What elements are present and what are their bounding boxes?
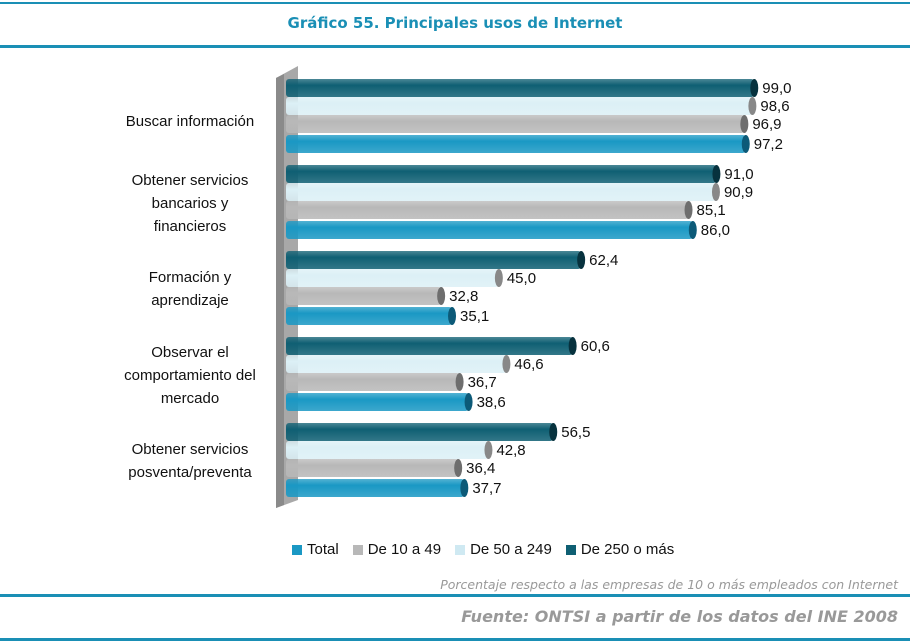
bar-cap [549, 423, 558, 441]
legend-swatch [292, 544, 302, 555]
bar-cap [448, 307, 457, 325]
legend-item: De 50 a 249 [455, 541, 552, 558]
bar-de-250-o-más [286, 423, 554, 441]
data-label: 32,8 [449, 288, 478, 305]
category-label: Obtener servicios posventa/preventa [110, 438, 270, 484]
bar-de-250-o-más [286, 79, 755, 97]
legend-item: Total [292, 541, 339, 558]
legend-label: De 50 a 249 [470, 541, 552, 558]
data-label: 86,0 [701, 222, 730, 239]
note-rule [0, 594, 910, 597]
data-label: 60,6 [581, 338, 610, 355]
bar-cap [741, 135, 750, 153]
bar-de-50-a-249 [286, 269, 499, 287]
bar-cap [454, 459, 463, 477]
bar-total [286, 393, 469, 411]
bar-cap [688, 221, 697, 239]
data-label: 96,9 [752, 116, 781, 133]
axis-wall-edge [276, 74, 284, 508]
bar-de-250-o-más [286, 251, 582, 269]
bar-cap [740, 115, 749, 133]
bar-cap [684, 201, 693, 219]
data-label: 42,8 [496, 442, 525, 459]
data-label: 90,9 [724, 184, 753, 201]
category-label-line: bancarios y [151, 194, 229, 212]
data-label: 85,1 [697, 202, 726, 219]
bar-cap [484, 441, 493, 459]
bar-de-50-a-249 [286, 183, 716, 201]
bar-total [286, 479, 465, 497]
top-rule [0, 2, 910, 4]
bar-cap [711, 183, 720, 201]
bar-de-50-a-249 [286, 97, 753, 115]
bar-cap [494, 269, 503, 287]
bar-de-10-a-49 [286, 373, 460, 391]
category-label-line: aprendizaje [151, 292, 229, 309]
legend: Total De 10 a 49 De 50 a 249 De 250 o más [292, 541, 674, 558]
bar-cap [464, 393, 473, 411]
legend-swatch [352, 544, 363, 555]
chart-note: Porcentaje respecto a las empresas de 10… [440, 577, 898, 592]
bar-cap [502, 355, 511, 373]
bottom-rule [0, 638, 910, 641]
category-label-line: Obtener servicios [131, 171, 249, 189]
bar-de-10-a-49 [286, 115, 745, 133]
bar-cap [460, 479, 469, 497]
source-text: Fuente: ONTSI a partir de los datos del … [461, 607, 898, 626]
data-label: 62,4 [589, 252, 618, 269]
category-label-line: financieros [153, 217, 227, 235]
legend-swatch [565, 544, 576, 555]
bar-de-50-a-249 [286, 355, 507, 373]
legend-label: De 10 a 49 [367, 541, 442, 558]
bar-cap [748, 97, 757, 115]
bar-total [286, 221, 693, 239]
bar-de-250-o-más [286, 165, 717, 183]
bar-cap [568, 337, 577, 355]
bar-total [286, 135, 746, 153]
title-rule [0, 45, 910, 48]
bar-de-10-a-49 [286, 459, 459, 477]
chart-title: Gráfico 55. Principales usos de Internet [287, 14, 623, 32]
bar-cap [437, 287, 446, 305]
category-label: Obtener servicios bancarios y financieros [110, 169, 270, 238]
data-label: 36,7 [468, 374, 497, 391]
data-label: 56,5 [561, 424, 590, 441]
data-label: 37,7 [472, 480, 501, 497]
bar-de-50-a-249 [286, 441, 489, 459]
data-label: 97,2 [754, 136, 783, 153]
legend-item: De 250 o más [565, 541, 675, 558]
category-label-line: mercado [160, 389, 220, 407]
bar-de-10-a-49 [286, 201, 689, 219]
category-label-line: Formación y [148, 269, 232, 286]
category-label-line: comportamiento del [124, 366, 256, 384]
legend-item: De 10 a 49 [352, 541, 442, 558]
category-label-line: Observar el [151, 343, 229, 361]
data-label: 36,4 [466, 460, 495, 477]
category-label-line: Buscar información [125, 112, 255, 130]
data-label: 35,1 [460, 308, 489, 325]
legend-label: De 250 o más [580, 541, 675, 558]
bar-de-10-a-49 [286, 287, 442, 305]
data-label: 91,0 [724, 166, 753, 183]
category-label-line: Obtener servicios [131, 441, 249, 458]
data-label: 98,6 [760, 98, 789, 115]
bar-cap [455, 373, 464, 391]
category-label-line: posventa/preventa [128, 464, 252, 481]
bar-cap [712, 165, 721, 183]
category-label: Buscar información [110, 110, 270, 133]
legend-swatch [455, 544, 466, 555]
category-label: Observar el comportamiento del mercado [110, 341, 270, 410]
bar-cap [577, 251, 586, 269]
legend-label: Total [307, 541, 339, 558]
bar-cap [750, 79, 759, 97]
data-label: 38,6 [477, 394, 506, 411]
data-label: 46,6 [514, 356, 543, 373]
data-label: 99,0 [762, 80, 791, 97]
data-label: 45,0 [507, 270, 536, 287]
category-label: Formación y aprendizaje [110, 266, 270, 312]
bar-de-250-o-más [286, 337, 573, 355]
bar-chart: 99,098,696,9 97,291,090,985,1 86,0 62,4 45,0… [276, 66, 791, 508]
bar-total [286, 307, 453, 325]
